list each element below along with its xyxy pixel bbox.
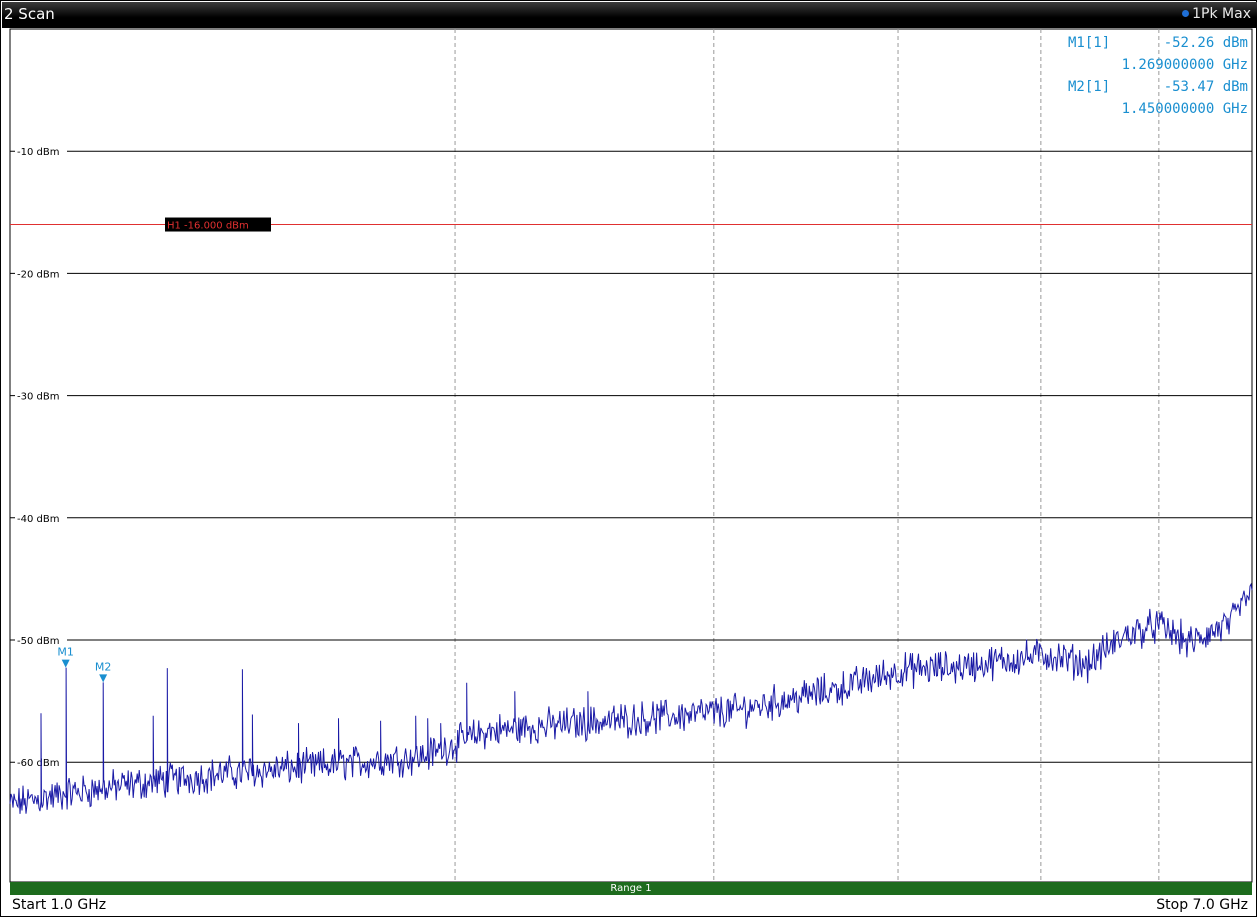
trace-dot-icon xyxy=(1182,10,1190,17)
marker-name: M1[1] xyxy=(1068,35,1111,51)
plot-area xyxy=(9,28,1253,883)
trace-indicator: 1Pk Max xyxy=(1182,6,1251,22)
y-tick-label-bg xyxy=(15,388,67,403)
marker-row-m2: M2[1] -53.47 dBm xyxy=(1068,76,1248,98)
marker-table: M1[1] -52.26 dBm 1.269000000 GHz M2[1] -53… xyxy=(1068,32,1248,120)
stop-frequency-label: Stop 7.0 GHz xyxy=(1156,897,1248,913)
marker-m2-label: M2 xyxy=(95,660,112,673)
trace-line xyxy=(9,582,1253,814)
threshold-label: H1 -16.000 dBm xyxy=(167,221,249,232)
marker-m1-icon xyxy=(61,659,70,668)
y-tick-label-bg xyxy=(15,510,67,525)
window-title: 2 Scan xyxy=(4,5,55,23)
marker-level: -52.26 dBm xyxy=(1163,35,1248,51)
threshold-label-bg xyxy=(165,217,271,232)
trace-label: 1Pk Max xyxy=(1192,6,1251,22)
y-tick-label: -50 dBm xyxy=(17,636,59,647)
marker-row-m1: M1[1] -52.26 dBm xyxy=(1068,32,1248,54)
marker-name: M2[1] xyxy=(1068,79,1111,95)
y-tick-label: -20 dBm xyxy=(17,269,59,280)
marker-m1-label: M1 xyxy=(57,646,74,659)
y-tick-label: -40 dBm xyxy=(17,514,59,525)
range-bar: Range 1 xyxy=(10,882,1252,895)
y-tick-label: -10 dBm xyxy=(17,147,59,158)
window-title-bar: 2 Scan 1Pk Max xyxy=(2,2,1257,28)
y-tick-label-bg xyxy=(15,144,67,159)
y-tick-label: -60 dBm xyxy=(17,758,59,769)
start-frequency-label: Start 1.0 GHz xyxy=(12,897,107,913)
y-tick-label-bg xyxy=(15,633,67,647)
y-tick-label-bg xyxy=(15,266,67,281)
marker-m2-icon xyxy=(99,674,108,683)
marker-level: -53.47 dBm xyxy=(1163,79,1248,95)
marker-freq: 1.269000000 GHz xyxy=(1121,57,1248,73)
y-tick-label: -30 dBm xyxy=(17,392,59,403)
marker-freq: 1.450000000 GHz xyxy=(1121,101,1248,117)
